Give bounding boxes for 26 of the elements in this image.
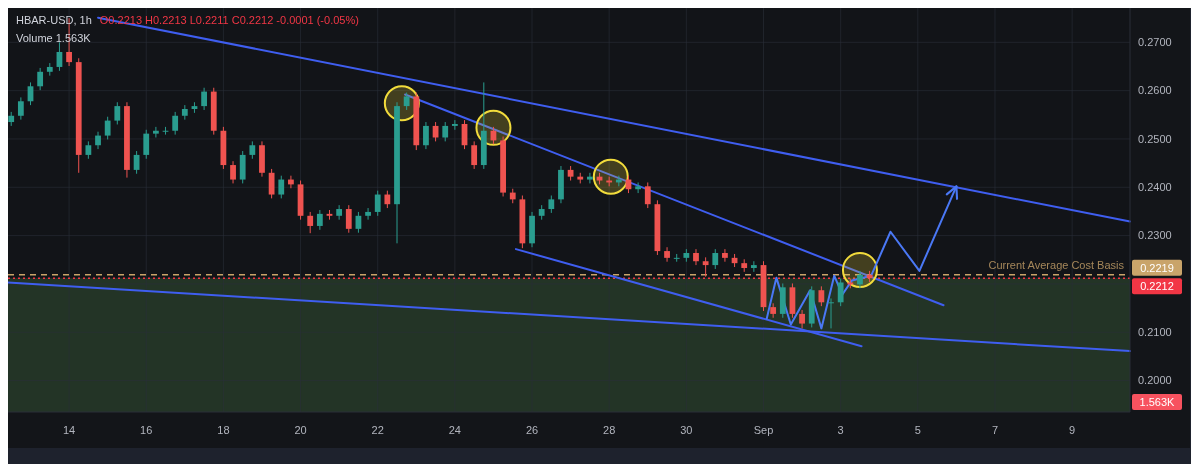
y-tick-label: 0.2100 bbox=[1138, 326, 1172, 339]
x-tick-label: 16 bbox=[140, 424, 153, 436]
text: HBAR-USD, 1h bbox=[16, 14, 92, 26]
x-tick-label: 7 bbox=[991, 424, 999, 436]
x-tick-label: 3 bbox=[837, 424, 844, 436]
x-tick-label: 24 bbox=[448, 424, 461, 436]
y-tick-label: 0.2500 bbox=[1138, 132, 1172, 145]
x-tick-label: 28 bbox=[603, 424, 616, 436]
y-tick-label: 0.2700 bbox=[1138, 36, 1172, 49]
x-tick-label: 9 bbox=[1069, 424, 1076, 436]
x-tick-label: 22 bbox=[371, 424, 384, 436]
x-tick-label: Sep bbox=[753, 424, 774, 436]
text: 0.2212 bbox=[1140, 279, 1174, 292]
y-tick-label: 0.2300 bbox=[1138, 229, 1172, 242]
x-tick-label: 5 bbox=[914, 424, 921, 436]
x-tick-label: 14 bbox=[62, 424, 76, 436]
x-tick-label: 26 bbox=[525, 424, 539, 436]
y-tick-label: 0.2000 bbox=[1138, 374, 1172, 387]
y-tick-label: 0.2400 bbox=[1138, 181, 1172, 194]
x-tick-label: 18 bbox=[217, 424, 230, 436]
x-tick-label: 30 bbox=[680, 424, 693, 436]
text: 0.2219 bbox=[1140, 261, 1174, 274]
x-tick-label: 20 bbox=[294, 424, 307, 436]
legend-label: Current Average Cost Basis bbox=[988, 258, 1125, 271]
y-tick-label: 0.2600 bbox=[1138, 84, 1172, 97]
text: 1.563K bbox=[1139, 395, 1176, 408]
